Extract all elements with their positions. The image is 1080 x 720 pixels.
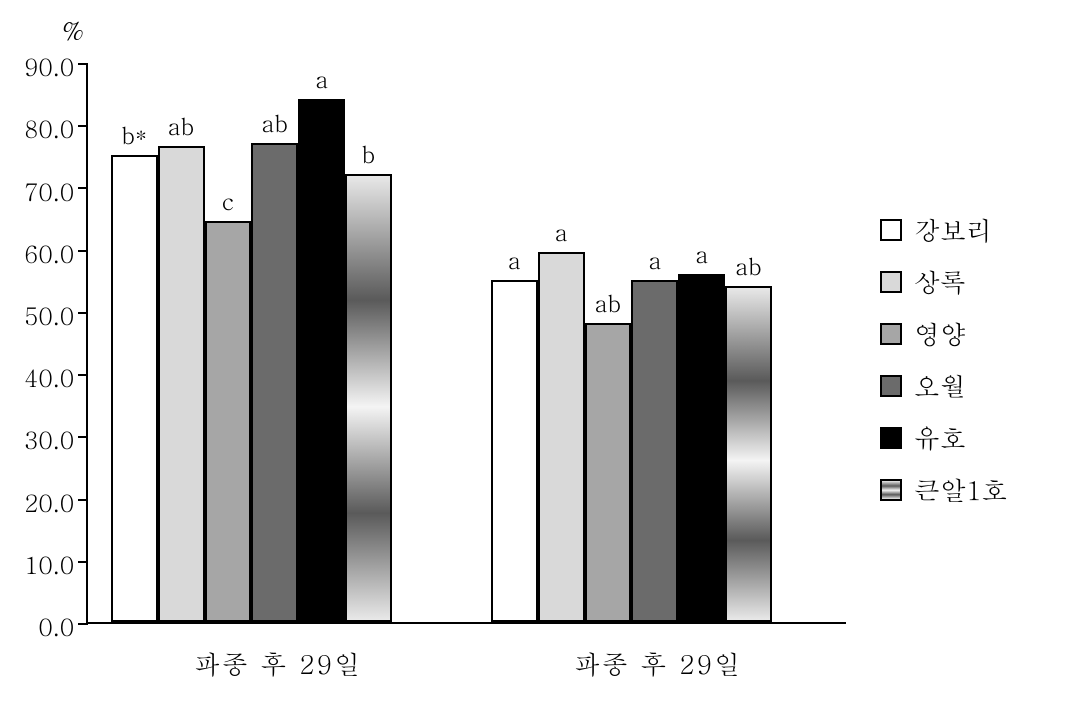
y-tick [78,125,88,127]
bar-chart: % 0.010.020.030.040.050.060.070.080.090.… [0,0,1080,720]
bar [205,221,252,622]
legend-label: 영양 [914,316,966,352]
y-tick [78,561,88,563]
bar [585,323,632,622]
legend-swatch [880,323,902,345]
y-tick [78,187,88,189]
bar-significance-label: ab [148,108,215,142]
x-category-label: 파종 후 29일 [468,646,848,682]
bar [251,143,298,622]
legend-item: 유호 [880,420,966,456]
legend-swatch [880,271,902,293]
bar [298,99,345,622]
y-tick [78,63,88,65]
bar [491,280,538,622]
y-tick [78,312,88,314]
plot-area: 0.010.020.030.040.050.060.070.080.090.0b… [86,64,846,624]
y-tick-label: 10.0 [10,547,74,581]
y-tick [78,623,88,625]
legend-label: 큰알1호 [914,472,1008,508]
y-tick-label: 70.0 [10,174,74,208]
y-axis-unit-label: % [62,12,84,48]
legend-item: 강보리 [880,212,992,248]
legend-label: 유호 [914,420,966,456]
legend-label: 상록 [914,264,966,300]
bar [158,146,205,622]
bar [345,174,392,622]
y-tick [78,499,88,501]
legend-swatch [880,375,902,397]
legend-item: 상록 [880,264,966,300]
y-tick-label: 50.0 [10,298,74,332]
bar-significance-label: b [335,136,402,170]
legend-swatch [880,427,902,449]
y-tick [78,436,88,438]
bar [725,286,772,622]
legend-label: 강보리 [914,212,992,248]
bar-significance-label: ab [715,248,782,282]
y-tick-label: 30.0 [10,422,74,456]
y-tick [78,250,88,252]
legend-item: 영양 [880,316,966,352]
y-tick-label: 80.0 [10,111,74,145]
legend-item: 큰알1호 [880,472,1008,508]
bar [631,280,678,622]
legend-item: 오월 [880,368,966,404]
legend-swatch [880,219,902,241]
y-tick-label: 90.0 [10,49,74,83]
bar [111,155,158,622]
legend-swatch [880,479,902,501]
y-tick-label: 60.0 [10,236,74,270]
bar-significance-label: a [528,214,595,248]
bar [678,274,725,622]
legend-label: 오월 [914,368,966,404]
y-tick-label: 0.0 [10,609,74,643]
y-tick [78,374,88,376]
y-tick-label: 20.0 [10,485,74,519]
x-category-label: 파종 후 29일 [88,646,468,682]
bar-significance-label: a [288,61,355,95]
y-tick-label: 40.0 [10,360,74,394]
